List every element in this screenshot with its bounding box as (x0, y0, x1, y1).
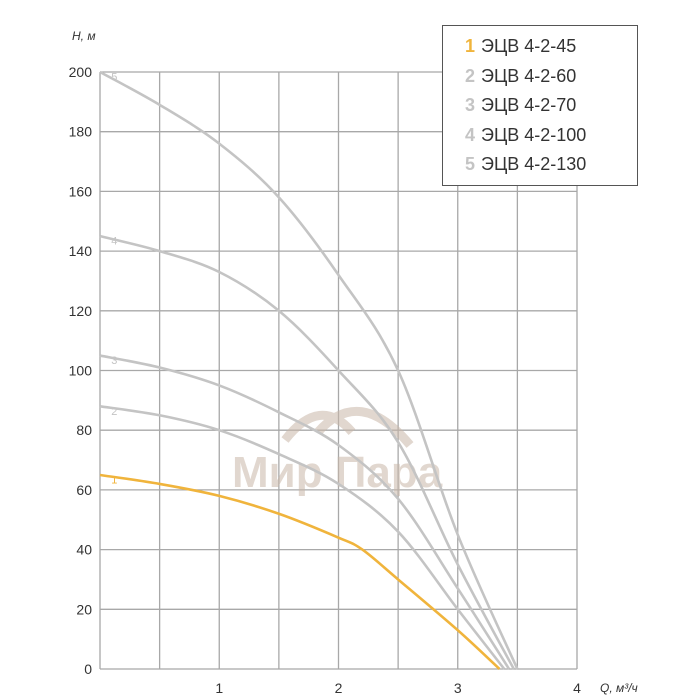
series-line-4 (99, 234, 515, 670)
legend-number: 1 (465, 36, 476, 56)
curve-label-5: 5 (111, 71, 117, 83)
legend-number: 4 (465, 124, 476, 145)
legend: 1 ЭЦВ 4-2-45 2 ЭЦВ 4-2-60 3 ЭЦВ 4-2-70 4 ЭЦВ 4-… (442, 25, 638, 186)
x-axis-label: Q, м³/ч (600, 681, 638, 695)
curve-label-2: 2 (111, 406, 117, 418)
legend-label: ЭЦВ 4-2-45 (481, 36, 577, 56)
x-tick-label: 1 (215, 680, 223, 696)
legend-label: ЭЦВ 4-2-60 (481, 65, 577, 86)
y-tick-label: 20 (76, 601, 92, 617)
ticks: 0 20 40 60 80 100 120 140 160 180 200 1 2 3 4 (69, 64, 581, 696)
curve-label-4: 4 (111, 236, 117, 248)
series-line-2 (99, 405, 506, 670)
x-tick-label: 3 (454, 680, 462, 696)
legend-label: ЭЦВ 4-2-130 (481, 154, 587, 174)
y-tick-label: 140 (69, 243, 93, 259)
y-tick-label: 120 (69, 303, 93, 319)
legend-item: 2 ЭЦВ 4-2-60 (465, 62, 637, 92)
curve-label-1: 1 (111, 474, 117, 486)
x-tick-label: 4 (573, 680, 581, 696)
legend-label: ЭЦВ 4-2-100 (481, 124, 587, 145)
y-tick-label: 160 (69, 183, 93, 199)
y-tick-label: 60 (76, 482, 92, 498)
watermark-logo-arcs (281, 406, 414, 448)
y-tick-label: 0 (84, 661, 92, 677)
legend-number: 2 (465, 65, 476, 86)
series-line-3 (99, 354, 511, 670)
legend-item: 1 ЭЦВ 4-2-45 (465, 32, 637, 62)
y-tick-label: 100 (69, 363, 93, 379)
watermark: Мир Пара (232, 448, 443, 497)
series-line-1 (99, 473, 501, 670)
y-axis-label: H, м (72, 29, 96, 43)
y-tick-label: 180 (69, 124, 93, 140)
curve-label-3: 3 (111, 355, 117, 367)
legend-item: 5 ЭЦВ 4-2-130 (465, 150, 637, 180)
series-line-5 (99, 70, 519, 670)
y-tick-label: 200 (69, 64, 93, 80)
legend-item: 4 ЭЦВ 4-2-100 (465, 121, 637, 151)
legend-number: 3 (465, 95, 476, 115)
y-tick-label: 80 (76, 422, 92, 438)
legend-label: ЭЦВ 4-2-70 (481, 95, 577, 115)
series-lines: 1 2 3 4 5 (99, 70, 519, 670)
legend-number: 5 (465, 154, 476, 174)
x-tick-label: 2 (335, 680, 343, 696)
legend-item: 3 ЭЦВ 4-2-70 (465, 91, 637, 121)
y-tick-label: 40 (76, 542, 92, 558)
